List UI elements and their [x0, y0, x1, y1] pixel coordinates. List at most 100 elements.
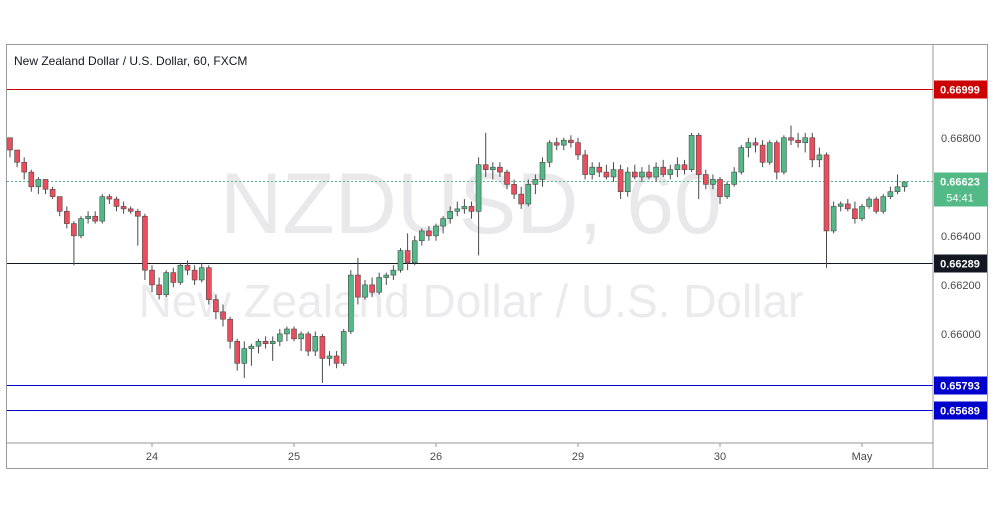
- candle: [347, 270, 354, 334]
- candle: [788, 125, 794, 146]
- candle: [461, 199, 468, 214]
- candle: [766, 140, 773, 165]
- candle: [49, 186, 56, 200]
- candle-body-up: [887, 191, 894, 197]
- candlestick-chart[interactable]: NZDUSD, 60 New Zealand Dollar / U.S. Dol…: [7, 45, 987, 468]
- candle-body-down: [852, 208, 858, 219]
- candle: [525, 179, 532, 207]
- candle: [773, 140, 780, 180]
- candle: [568, 135, 574, 148]
- candle-body-up: [35, 179, 42, 188]
- candle: [859, 203, 865, 222]
- candle: [63, 206, 70, 229]
- candle: [745, 137, 752, 158]
- candle-body-down: [695, 135, 702, 175]
- candle: [298, 331, 304, 352]
- candle-body-down: [660, 166, 667, 175]
- candle: [276, 329, 283, 347]
- level-tag-label: 0.65793: [940, 381, 980, 393]
- candle-body-up: [397, 250, 404, 271]
- candle-body-up: [489, 166, 496, 170]
- candle-body-down: [127, 208, 134, 212]
- candle-body-down: [681, 164, 688, 170]
- candle-body-down: [646, 171, 652, 178]
- candle-body-down: [71, 223, 77, 237]
- candle-body-down: [518, 193, 525, 205]
- candle-body-up: [454, 208, 461, 212]
- horizontal-levels: [7, 89, 933, 411]
- candle: [113, 196, 120, 212]
- candle: [319, 333, 326, 383]
- candle-body-down: [844, 203, 851, 210]
- candle-body-up: [340, 331, 347, 364]
- candle: [674, 157, 681, 177]
- candle-body-down: [206, 267, 212, 300]
- candle-body-up: [688, 135, 695, 170]
- candle: [305, 331, 312, 356]
- candle: [546, 140, 553, 168]
- candle: [589, 162, 596, 180]
- candles: [7, 125, 908, 383]
- candle: [710, 174, 716, 190]
- candle-body-up: [589, 166, 596, 175]
- time-axis[interactable]: 24 25 26 29 30 May: [146, 443, 873, 463]
- candle-body-down: [113, 198, 120, 207]
- candle: [447, 206, 454, 224]
- candle: [667, 164, 674, 180]
- candle: [440, 216, 446, 234]
- candle: [781, 135, 787, 175]
- candle: [795, 132, 801, 148]
- chart-title: New Zealand Dollar / U.S. Dollar, 60, FX…: [14, 54, 247, 68]
- candle: [142, 213, 148, 280]
- candle-body-up: [560, 139, 567, 146]
- candle-body-up: [766, 142, 773, 163]
- candle-body-up: [539, 161, 546, 180]
- candle-body-down: [21, 161, 27, 173]
- candle-body-down: [568, 139, 574, 143]
- candle: [170, 267, 177, 288]
- candle-body-down: [809, 137, 816, 161]
- candle-body-down: [553, 142, 560, 146]
- candle-body-down: [575, 142, 581, 156]
- candle: [206, 265, 212, 305]
- candle-body-up: [418, 230, 425, 242]
- candle-body-down: [333, 355, 340, 364]
- candle-body-down: [63, 211, 70, 224]
- candle: [106, 194, 113, 204]
- candle: [71, 221, 77, 266]
- candle: [880, 194, 887, 214]
- candle: [255, 338, 262, 354]
- candle-body-down: [291, 328, 297, 340]
- candle-body-up: [177, 264, 184, 283]
- x-tick-label: May: [852, 451, 873, 463]
- candle: [468, 201, 475, 219]
- level-tag-label: 0.66999: [940, 85, 980, 97]
- candle-body-up: [312, 336, 319, 352]
- candle-body-down: [106, 196, 113, 200]
- candle: [823, 152, 830, 268]
- candle: [35, 176, 42, 195]
- level-tag-label: 0.65689: [940, 406, 980, 418]
- candle: [227, 316, 233, 349]
- candle: [21, 157, 27, 180]
- candle-body-up: [347, 274, 354, 332]
- candle-body-down: [497, 166, 503, 173]
- candle-body-down: [170, 272, 177, 283]
- candle-body-up: [610, 169, 617, 178]
- x-tick-label: 24: [146, 451, 158, 463]
- candle-body-up: [255, 340, 262, 347]
- candle: [220, 304, 226, 327]
- candle-body-down: [142, 215, 148, 271]
- candle: [149, 265, 155, 293]
- candle: [184, 260, 191, 276]
- x-tick-label: 29: [572, 451, 584, 463]
- level-tag: [934, 254, 987, 273]
- candle-body-up: [411, 240, 418, 264]
- candle: [596, 162, 603, 177]
- candle-body-down: [28, 171, 35, 188]
- last-price-tag: [934, 172, 987, 207]
- candle: [56, 196, 63, 217]
- candle-body-up: [390, 269, 397, 276]
- candle-body-up: [674, 164, 681, 170]
